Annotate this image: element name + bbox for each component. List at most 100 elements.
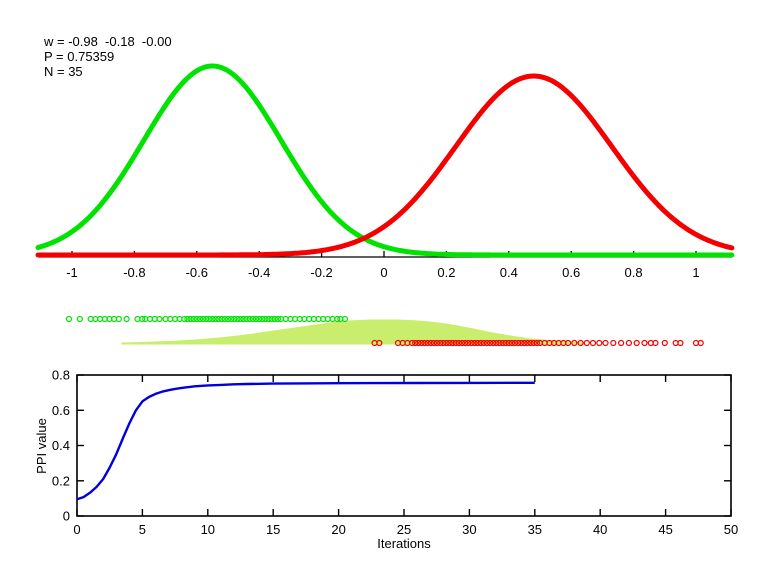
sample-point — [115, 315, 122, 323]
tick-label: -0.8 — [123, 265, 145, 280]
sample-point — [65, 315, 73, 323]
ppi-text: P = 0.75359 — [44, 49, 115, 64]
sample-strip — [65, 315, 704, 347]
sample-point — [524, 339, 531, 347]
sample-point — [443, 339, 450, 347]
tick-label: 0.4 — [500, 265, 518, 280]
sample-point — [530, 339, 537, 347]
sample-point — [274, 315, 281, 323]
tick-label: 0.2 — [437, 265, 455, 280]
bottom-ticks — [76, 374, 732, 517]
sample-point — [415, 339, 422, 347]
sample-point — [221, 315, 228, 323]
tick-label: 1 — [692, 265, 699, 280]
tick-label: 0.2 — [52, 473, 70, 488]
sample-point — [440, 339, 447, 347]
sample-point — [139, 315, 146, 323]
sample-point — [427, 339, 434, 347]
sample-point — [625, 339, 633, 347]
tick-label: 0 — [73, 522, 80, 537]
sample-point — [596, 339, 603, 347]
sample-point — [633, 339, 640, 347]
sample-point — [468, 339, 475, 347]
sample-point — [237, 315, 244, 323]
sample-point — [571, 339, 578, 347]
tick-label: -1 — [66, 265, 78, 280]
sample-point — [449, 339, 456, 347]
sample-point — [249, 315, 257, 323]
tick-label: -0.4 — [248, 265, 270, 280]
weights-text: w = -0.98 -0.18 -0.00 — [44, 34, 172, 49]
sample-point — [493, 339, 500, 347]
sample-point — [502, 339, 509, 347]
green-density-curve — [35, 63, 735, 258]
sample-point — [421, 339, 428, 347]
sample-point — [583, 339, 590, 347]
top-plot: -1 -0.8 -0.6 -0.4 -0.2 0 0.2 0.4 0.6 0.8 1 — [35, 63, 735, 280]
sample-point — [505, 339, 512, 347]
sample-point — [697, 339, 704, 347]
tick-label: 5 — [139, 522, 146, 537]
sample-point — [617, 339, 625, 347]
sample-point — [228, 315, 235, 323]
sample-point — [508, 339, 515, 347]
sample-point — [265, 315, 272, 323]
sample-point — [652, 339, 659, 347]
overlap-density-fill — [121, 319, 585, 345]
sample-point — [527, 339, 534, 347]
sample-point — [209, 315, 216, 323]
sample-point — [455, 339, 462, 347]
sample-point — [268, 315, 275, 323]
sample-point — [533, 339, 541, 347]
sample-point — [641, 339, 648, 347]
tick-label: 35 — [528, 522, 542, 537]
sample-point — [424, 339, 431, 347]
tick-label: 0.6 — [52, 403, 70, 418]
sample-point — [231, 315, 238, 323]
tick-label: 0 — [380, 265, 387, 280]
sample-point — [577, 339, 584, 347]
sample-point — [589, 339, 597, 347]
bottom-plot-box — [76, 374, 732, 517]
sample-point — [602, 339, 609, 347]
sample-point — [206, 315, 213, 323]
tick-label: 30 — [462, 522, 476, 537]
sample-point — [187, 315, 194, 323]
sample-point — [76, 315, 83, 323]
sample-point — [518, 339, 525, 347]
sample-point — [490, 339, 497, 347]
sample-point — [499, 339, 506, 347]
sample-point — [262, 315, 269, 323]
sample-point — [515, 339, 522, 347]
sample-point — [259, 315, 266, 323]
sample-point — [480, 339, 487, 347]
tick-label: 25 — [397, 522, 411, 537]
sample-point — [271, 315, 278, 323]
sample-point — [334, 315, 341, 323]
sample-point — [123, 315, 130, 323]
red-density-curve — [35, 73, 735, 258]
sample-point — [196, 315, 203, 323]
sample-point — [437, 339, 444, 347]
sample-point — [465, 339, 472, 347]
tick-label: 0.8 — [52, 368, 70, 383]
sample-point — [677, 339, 684, 347]
red-sample-rug — [371, 339, 704, 347]
tick-label: 0.4 — [52, 438, 70, 453]
ppi-curve — [76, 381, 535, 501]
sample-point — [661, 339, 668, 347]
sample-point — [203, 315, 210, 323]
sample-point — [430, 339, 437, 347]
sample-point — [224, 315, 232, 323]
sample-point — [521, 339, 528, 347]
tick-label: 15 — [266, 522, 280, 537]
sample-point — [409, 339, 416, 347]
tick-label: 0.8 — [625, 265, 643, 280]
sample-point — [341, 315, 349, 323]
sample-point — [376, 339, 383, 347]
sample-point — [446, 339, 453, 347]
sample-point — [471, 339, 478, 347]
tick-label: 45 — [658, 522, 672, 537]
